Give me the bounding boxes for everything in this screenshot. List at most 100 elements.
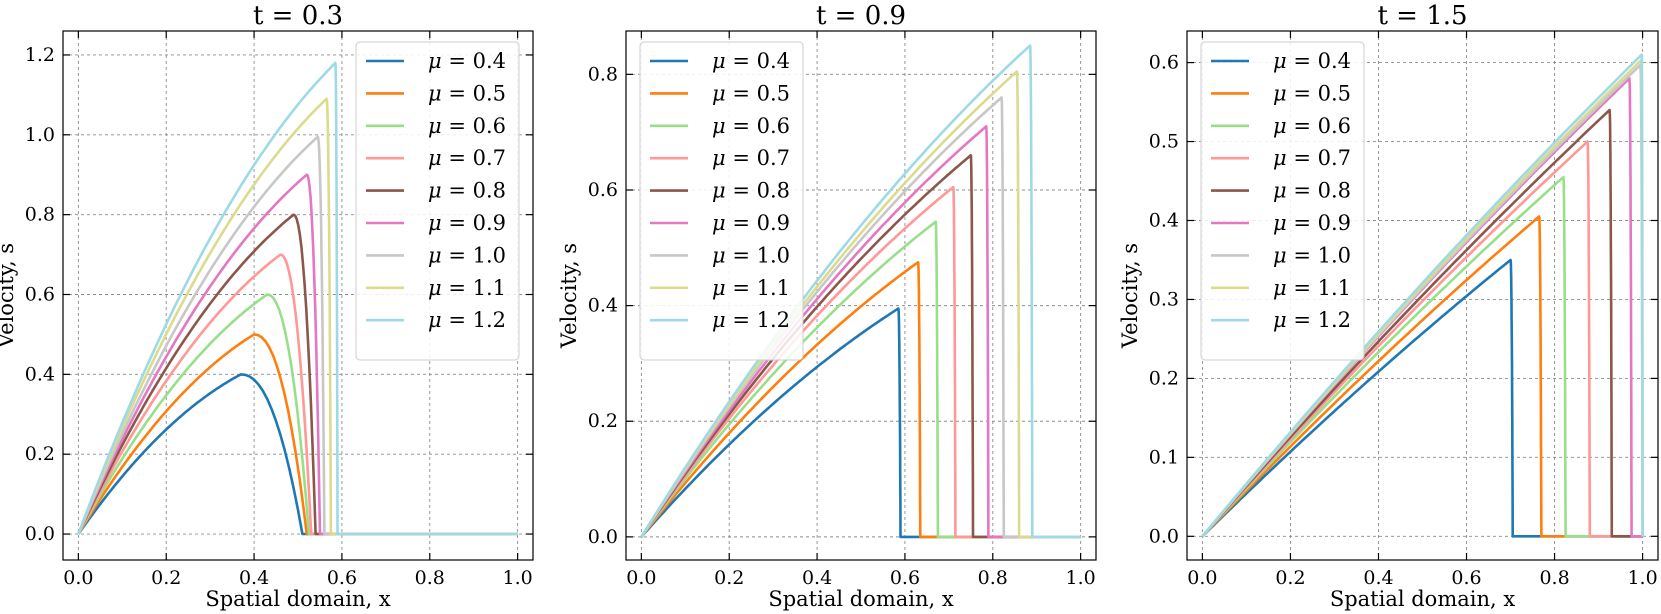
legend-label: μ = 0.9 (1273, 211, 1351, 235)
x-tick-label: 0.8 (415, 567, 445, 589)
x-tick-label: 0.8 (1539, 567, 1569, 589)
legend-box (355, 41, 520, 361)
x-tick-label: 0.4 (1363, 567, 1393, 589)
legend-label: μ = 0.4 (428, 49, 506, 73)
series-line (1201, 258, 1643, 538)
chart-title: t = 1.5 (1377, 1, 1467, 31)
x-axis-label: Spatial domain, x (205, 587, 391, 611)
legend-label: μ = 1.0 (1273, 243, 1351, 267)
y-axis-label: Velocity, s (0, 243, 18, 349)
x-tick-label: 0.4 (802, 567, 832, 589)
x-tick-label: 0.2 (1275, 567, 1305, 589)
x-tick-label: 0.2 (714, 567, 744, 589)
legend-label: μ = 0.6 (428, 114, 506, 138)
legend-label: μ = 1.2 (1273, 308, 1351, 332)
x-tick-label: 0.0 (1187, 567, 1217, 589)
x-tick-label: 0.8 (978, 567, 1008, 589)
y-tick-label: 1.2 (25, 44, 55, 66)
y-tick-label: 0.3 (1149, 288, 1179, 310)
legend: μ = 0.4 μ = 0.5 μ = 0.6 μ = 0.7 μ = 0.8 μ = 0… (639, 41, 804, 361)
series-line (640, 44, 1081, 539)
legend: μ = 0.4 μ = 0.5 μ = 0.6 μ = 0.7 μ = 0.8 μ = 0… (1200, 41, 1365, 361)
series-group (77, 61, 518, 536)
series-line (77, 173, 518, 536)
series-line (1201, 175, 1643, 538)
legend-label: μ = 0.5 (428, 81, 506, 105)
y-tick-label: 0.2 (25, 443, 55, 465)
y-tick-label: 0.8 (25, 204, 55, 226)
series-line (640, 261, 1081, 539)
series-line (640, 154, 1081, 539)
y-tick-label: 1.0 (25, 124, 55, 146)
legend-label: μ = 1.2 (712, 308, 790, 332)
x-tick-label: 0.6 (1451, 567, 1481, 589)
legend-label: μ = 0.8 (428, 179, 506, 203)
legend-box (1200, 41, 1365, 361)
y-tick-label: 0.6 (25, 284, 55, 306)
x-axis-label: Spatial domain, x (768, 587, 954, 611)
legend-label: μ = 1.0 (712, 243, 790, 267)
legend-label: μ = 0.7 (712, 146, 790, 170)
y-tick-label: 0.8 (588, 63, 618, 85)
x-tick-label: 0.2 (151, 567, 181, 589)
legend-label: μ = 0.8 (712, 179, 790, 203)
legend-box (639, 41, 804, 361)
legend-label: μ = 1.1 (1273, 276, 1351, 300)
legend-label: μ = 0.8 (1273, 179, 1351, 203)
series-line (1201, 108, 1643, 538)
series-line (77, 373, 518, 536)
y-tick-label: 0.6 (588, 179, 618, 201)
series-line (77, 61, 518, 536)
y-axis-label: Velocity, s (557, 243, 581, 349)
series-line (77, 97, 518, 536)
y-tick-label: 0.5 (1149, 131, 1179, 153)
series-line (640, 307, 1081, 539)
x-tick-label: 0.6 (327, 567, 357, 589)
y-tick-label: 0.4 (25, 363, 55, 385)
plot-frame (625, 30, 1097, 561)
chart-title: t = 0.9 (816, 1, 906, 31)
x-tick-label: 0.0 (626, 567, 656, 589)
series-group (1201, 53, 1644, 538)
x-axis-label: Spatial domain, x (1330, 587, 1516, 611)
y-tick-label: 0.1 (1149, 446, 1179, 468)
legend-label: μ = 0.7 (1273, 146, 1351, 170)
x-tick-label: 1.0 (503, 567, 533, 589)
series-line (640, 70, 1081, 539)
y-tick-label: 0.0 (588, 526, 618, 548)
y-tick-label: 0.2 (1149, 367, 1179, 389)
chart-title: t = 0.3 (253, 1, 343, 31)
x-tick-label: 1.0 (1627, 567, 1657, 589)
legend-label: μ = 1.1 (712, 276, 790, 300)
legend-label: μ = 0.6 (712, 114, 790, 138)
y-tick-label: 0.0 (1149, 525, 1179, 547)
legend-label: μ = 0.9 (712, 211, 790, 235)
series-line (640, 220, 1081, 539)
legend-label: μ = 1.1 (428, 276, 506, 300)
plot-frame (1186, 30, 1659, 561)
plot-frame (62, 30, 534, 561)
series-line (77, 253, 518, 536)
y-tick-label: 0.0 (25, 523, 55, 545)
series-line (640, 185, 1081, 539)
series-line (77, 333, 518, 536)
x-tick-label: 1.0 (1066, 567, 1096, 589)
legend-label: μ = 1.2 (428, 308, 506, 332)
panel-3: 0.0 0.2 0.4 0.6 0.8 1.0 0.0 0.1 0.2 0.3 0.4 0.5 0.6 t… (1118, 1, 1659, 611)
panel-2: 0.0 0.2 0.4 0.6 0.8 1.0 0.0 0.2 0.4 0.6 0.8 t = 0.9… (557, 1, 1097, 611)
legend-label: μ = 1.0 (428, 243, 506, 267)
x-tick-label: 0.0 (63, 567, 93, 589)
y-tick-label: 0.4 (588, 295, 618, 317)
legend-label: μ = 0.9 (428, 211, 506, 235)
series-line (77, 293, 518, 536)
legend-label: μ = 0.5 (712, 81, 790, 105)
series-group (640, 44, 1081, 539)
legend-label: μ = 0.6 (1273, 114, 1351, 138)
y-tick-label: 0.2 (588, 410, 618, 432)
x-tick-label: 0.4 (239, 567, 269, 589)
x-tick-label: 0.6 (890, 567, 920, 589)
panel-1: 0.0 0.2 0.4 0.6 0.8 1.0 0.0 0.2 0.4 0.6 0.8 1.0 1.2 t… (0, 1, 534, 611)
legend-label: μ = 0.4 (1273, 49, 1351, 73)
series-line (77, 213, 518, 536)
